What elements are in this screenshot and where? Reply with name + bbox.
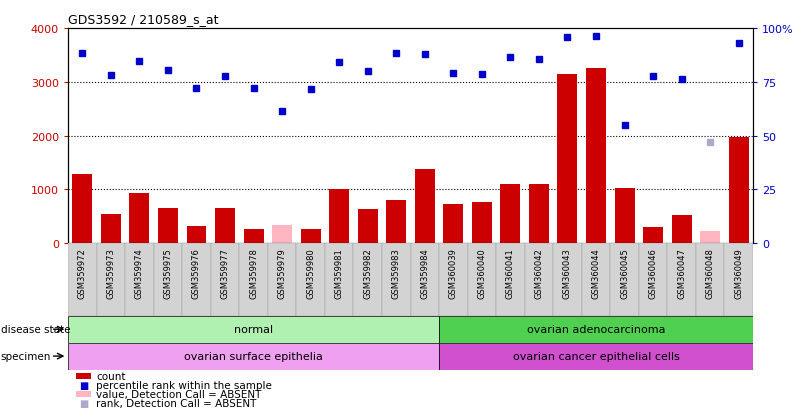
Text: GSM359975: GSM359975 [163, 247, 172, 298]
Bar [553, 244, 582, 316]
Bar [329, 190, 349, 244]
Text: GSM360039: GSM360039 [449, 247, 458, 298]
Bar [671, 215, 691, 244]
Text: GSM360049: GSM360049 [735, 247, 743, 298]
Bar [215, 208, 235, 244]
Text: GSM359981: GSM359981 [335, 247, 344, 298]
Text: GSM360045: GSM360045 [620, 247, 629, 298]
Text: GSM359979: GSM359979 [278, 247, 287, 298]
Bar [439, 343, 753, 370]
Text: GSM360041: GSM360041 [506, 247, 515, 298]
Bar [582, 244, 610, 316]
Text: count: count [96, 371, 126, 381]
Text: ovarian cancer epithelial cells: ovarian cancer epithelial cells [513, 351, 679, 361]
Bar [101, 215, 121, 244]
Bar [154, 244, 182, 316]
Text: GSM359974: GSM359974 [135, 247, 144, 298]
Text: GSM360047: GSM360047 [677, 247, 686, 298]
Text: ■: ■ [78, 398, 88, 408]
Bar [187, 226, 207, 244]
Text: GSM359982: GSM359982 [363, 247, 372, 298]
Bar [72, 175, 92, 244]
Bar [638, 244, 667, 316]
Bar [614, 188, 634, 244]
Text: percentile rank within the sample: percentile rank within the sample [96, 380, 272, 390]
Bar [386, 201, 406, 244]
Text: ovarian surface epithelia: ovarian surface epithelia [184, 351, 323, 361]
Bar [472, 203, 492, 244]
Text: GSM359977: GSM359977 [220, 247, 230, 298]
Bar [586, 69, 606, 244]
Bar [439, 244, 468, 316]
Text: GSM360044: GSM360044 [591, 247, 601, 298]
Bar [296, 244, 325, 316]
Bar [496, 244, 525, 316]
Text: GSM360042: GSM360042 [534, 247, 543, 298]
Text: GSM360043: GSM360043 [563, 247, 572, 298]
Bar [557, 74, 578, 244]
Bar [729, 138, 749, 244]
Text: GSM359983: GSM359983 [392, 247, 400, 298]
Text: normal: normal [234, 324, 273, 335]
Bar [158, 208, 178, 244]
Bar [353, 244, 382, 316]
Bar [696, 244, 724, 316]
Bar [410, 244, 439, 316]
Text: ■: ■ [78, 380, 88, 390]
Text: value, Detection Call = ABSENT: value, Detection Call = ABSENT [96, 389, 261, 399]
Bar [68, 316, 439, 343]
Bar [244, 229, 264, 244]
Text: disease state: disease state [1, 324, 70, 335]
Bar [268, 244, 296, 316]
Bar [239, 244, 268, 316]
Bar [643, 227, 663, 244]
Text: specimen: specimen [1, 351, 51, 361]
Text: GSM359973: GSM359973 [107, 247, 115, 298]
Bar [130, 193, 150, 244]
Bar [358, 210, 378, 244]
Text: GSM360040: GSM360040 [477, 247, 486, 298]
Bar [468, 244, 496, 316]
Text: GSM359984: GSM359984 [421, 247, 429, 298]
Bar [125, 244, 154, 316]
Bar [529, 185, 549, 244]
Text: GSM360048: GSM360048 [706, 247, 714, 298]
Text: GDS3592 / 210589_s_at: GDS3592 / 210589_s_at [68, 13, 219, 26]
Text: GSM359976: GSM359976 [192, 247, 201, 298]
Bar [610, 244, 638, 316]
Bar [724, 244, 753, 316]
Bar [443, 204, 463, 244]
Bar [382, 244, 410, 316]
Text: ovarian adenocarcinoma: ovarian adenocarcinoma [527, 324, 666, 335]
Bar [700, 231, 720, 244]
Bar [272, 225, 292, 244]
Text: GSM359972: GSM359972 [78, 247, 87, 298]
Text: GSM360046: GSM360046 [649, 247, 658, 298]
Bar [501, 184, 521, 244]
Bar [68, 343, 439, 370]
Bar [325, 244, 353, 316]
Bar [415, 170, 435, 244]
Bar [68, 244, 97, 316]
Bar [439, 316, 753, 343]
Bar [525, 244, 553, 316]
Bar [300, 229, 320, 244]
Text: rank, Detection Call = ABSENT: rank, Detection Call = ABSENT [96, 398, 256, 408]
Bar [182, 244, 211, 316]
Bar [97, 244, 125, 316]
Bar [211, 244, 239, 316]
Bar [667, 244, 696, 316]
Text: GSM359978: GSM359978 [249, 247, 258, 298]
Text: GSM359980: GSM359980 [306, 247, 315, 298]
